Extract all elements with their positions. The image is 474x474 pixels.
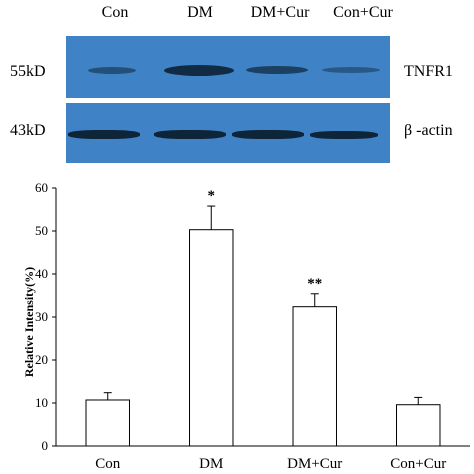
band-tnfr1-dm-cur <box>246 66 308 74</box>
mw-label-55kd: 55kD <box>10 63 46 80</box>
blot-membrane-beta-actin <box>66 103 390 163</box>
y-axis-label: Relative Intensity(%) <box>22 267 36 377</box>
y-tick-label: 20 <box>35 352 48 367</box>
bar <box>85 399 130 447</box>
y-tick-label: 0 <box>42 438 49 453</box>
x-tick-label: Con <box>95 456 121 472</box>
band-tnfr1-con-cur <box>322 67 380 73</box>
x-tick-label: DM+Cur <box>287 456 342 472</box>
y-tick-label: 10 <box>35 395 48 410</box>
x-tick-label: Con+Cur <box>390 456 446 472</box>
lane-label-con-cur: Con+Cur <box>333 4 393 21</box>
x-tick-label: DM <box>199 456 223 472</box>
band-actin-dm <box>154 130 226 139</box>
blot-membrane-tnfr1 <box>66 36 390 98</box>
y-tick-label: 60 <box>35 180 48 195</box>
significance-marker: * <box>208 188 216 204</box>
band-actin-dm-cur <box>232 130 304 139</box>
band-actin-con <box>68 130 140 139</box>
protein-label-tnfr1: TNFR1 <box>404 63 453 80</box>
mw-label-43kd: 43kD <box>10 122 46 139</box>
band-tnfr1-dm <box>164 65 234 76</box>
lane-label-dm: DM <box>187 4 213 21</box>
bar <box>189 229 234 447</box>
lane-label-dm-cur: DM+Cur <box>250 4 310 21</box>
y-tick-label: 40 <box>35 266 48 281</box>
protein-label-beta-actin: β -actin <box>404 122 453 139</box>
bar <box>396 404 441 447</box>
band-actin-con-cur <box>310 131 378 139</box>
bar <box>292 306 337 447</box>
y-tick-label: 30 <box>35 309 48 324</box>
lane-label-con: Con <box>101 4 129 21</box>
significance-marker: ** <box>307 276 322 292</box>
y-tick-label: 50 <box>35 223 48 238</box>
band-tnfr1-con <box>88 67 136 74</box>
